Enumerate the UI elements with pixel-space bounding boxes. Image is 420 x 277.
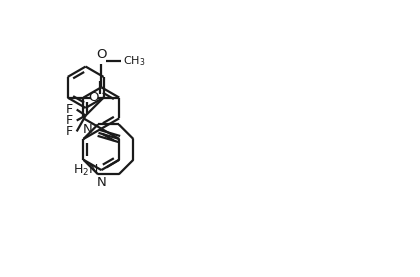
Text: F: F [66,125,73,138]
Text: F: F [66,114,73,127]
Text: O: O [96,48,107,61]
Text: N: N [97,176,106,189]
Text: F: F [66,103,73,116]
Text: CH$_3$: CH$_3$ [123,55,145,68]
Text: N: N [82,123,92,136]
Text: O: O [88,91,99,104]
Text: H$_2$N: H$_2$N [74,163,99,178]
